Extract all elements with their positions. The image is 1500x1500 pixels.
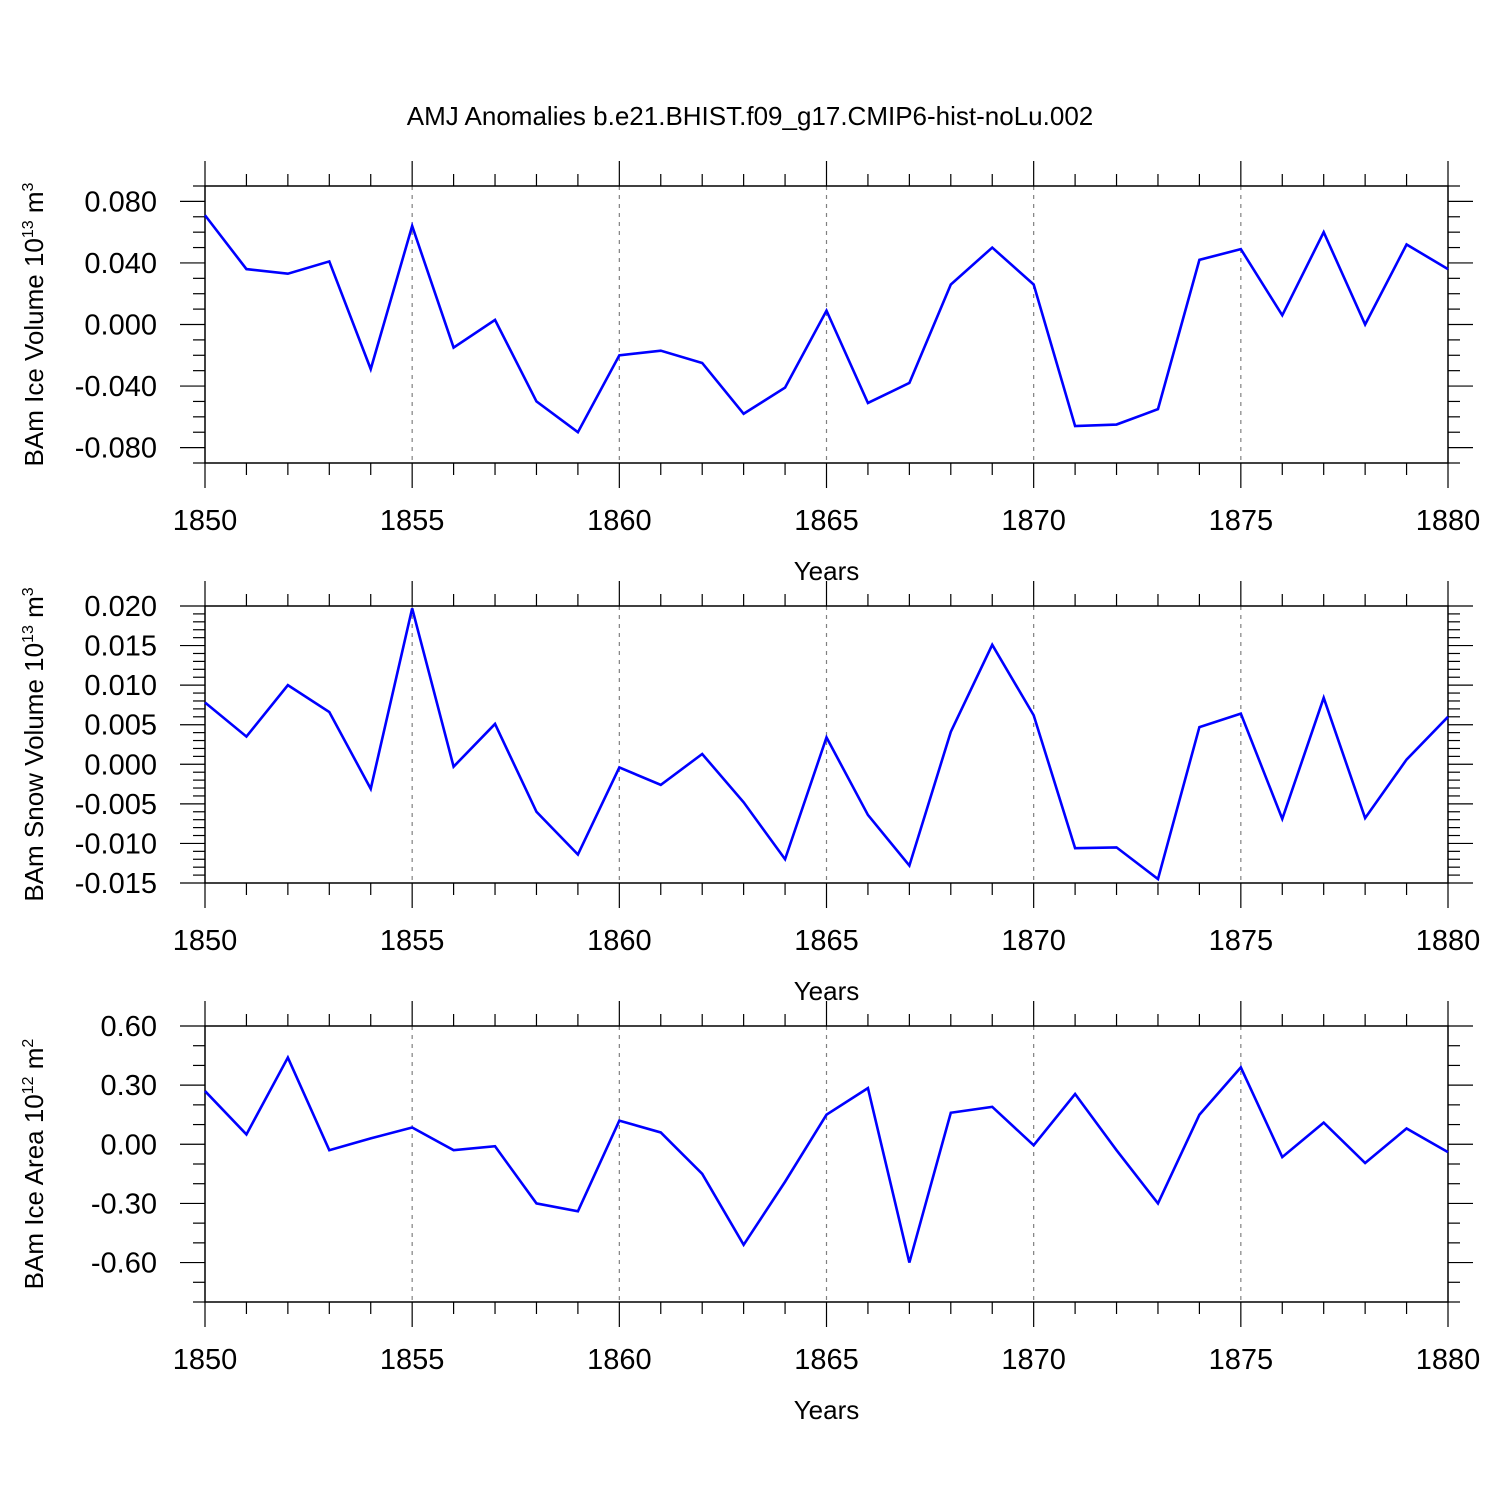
y-axis-label: BAm Ice Volume 1013 m3 <box>19 182 49 466</box>
x-tick-label: 1865 <box>794 925 859 957</box>
x-tick-label: 1850 <box>173 925 238 957</box>
chart-title: AMJ Anomalies b.e21.BHIST.f09_g17.CMIP6-… <box>407 101 1094 131</box>
x-axis-label: Years <box>794 1395 860 1425</box>
x-tick-label: 1855 <box>380 1344 445 1376</box>
x-tick-label: 1880 <box>1416 925 1481 957</box>
series-line <box>203 214 1449 435</box>
x-tick-label: 1875 <box>1209 1344 1274 1376</box>
x-tick-label: 1870 <box>1001 925 1066 957</box>
x-tick-label: 1865 <box>794 505 859 537</box>
x-tick-label: 1860 <box>587 1344 652 1376</box>
y-axis-label: BAm Snow Volume 1013 m3 <box>19 587 49 901</box>
plot-frame <box>204 185 1449 464</box>
series-line <box>204 1054 1449 1263</box>
x-tick-label: 1870 <box>1001 1344 1066 1376</box>
y-axis-label: BAm Ice Area 1012 m2 <box>19 1039 49 1290</box>
x-tick-label: 1860 <box>587 505 652 537</box>
x-tick-label: 1855 <box>380 505 445 537</box>
y-tick-label: 0.60 <box>101 1011 157 1043</box>
y-tick-label: 0.000 <box>84 310 157 342</box>
x-tick-label: 1880 <box>1416 505 1481 537</box>
y-tick-label: -0.080 <box>75 433 157 465</box>
y-tick-label: -0.005 <box>75 789 157 821</box>
y-tick-label: 0.30 <box>101 1070 157 1102</box>
y-tick-label: 0.040 <box>84 248 157 280</box>
chart-panel: -0.60 -0.30 0.00 0.30 0.60 1850 1855 1860 1865 18… <box>19 1001 1480 1425</box>
y-tick-label: -0.015 <box>75 868 157 900</box>
plot-frame <box>204 1025 1449 1303</box>
y-tick-label: 0.010 <box>84 670 157 702</box>
chart-panels: -0.080 -0.040 0.000 0.040 0.080 1850 1855 1860 1… <box>19 161 1480 1425</box>
y-tick-label: 0.020 <box>84 591 157 623</box>
x-tick-label: 1865 <box>794 1344 859 1376</box>
x-tick-label: 1850 <box>173 1344 238 1376</box>
y-tick-label: 0.015 <box>84 631 157 663</box>
y-tick-label: 0.080 <box>84 186 157 218</box>
y-tick-label: 0.000 <box>84 749 157 781</box>
series-line <box>204 608 1449 882</box>
x-tick-label: 1860 <box>587 925 652 957</box>
plot-frame <box>204 605 1449 884</box>
y-tick-label: -0.040 <box>75 371 157 403</box>
chart-panel: -0.080 -0.040 0.000 0.040 0.080 1850 1855 1860 1… <box>19 161 1480 586</box>
x-tick-label: 1870 <box>1001 505 1066 537</box>
y-tick-label: 0.005 <box>84 710 157 742</box>
x-tick-label: 1855 <box>380 925 445 957</box>
x-tick-label: 1875 <box>1209 925 1274 957</box>
y-tick-label: -0.30 <box>91 1188 157 1220</box>
chart-panel: -0.015 -0.010 -0.005 0.000 0.005 0.010 0.015 0.… <box>19 581 1480 1006</box>
y-tick-label: -0.60 <box>91 1248 157 1280</box>
x-tick-label: 1850 <box>173 505 238 537</box>
y-tick-label: -0.010 <box>75 828 157 860</box>
y-tick-label: 0.00 <box>101 1129 157 1161</box>
x-tick-label: 1880 <box>1416 1344 1481 1376</box>
x-tick-label: 1875 <box>1209 505 1274 537</box>
